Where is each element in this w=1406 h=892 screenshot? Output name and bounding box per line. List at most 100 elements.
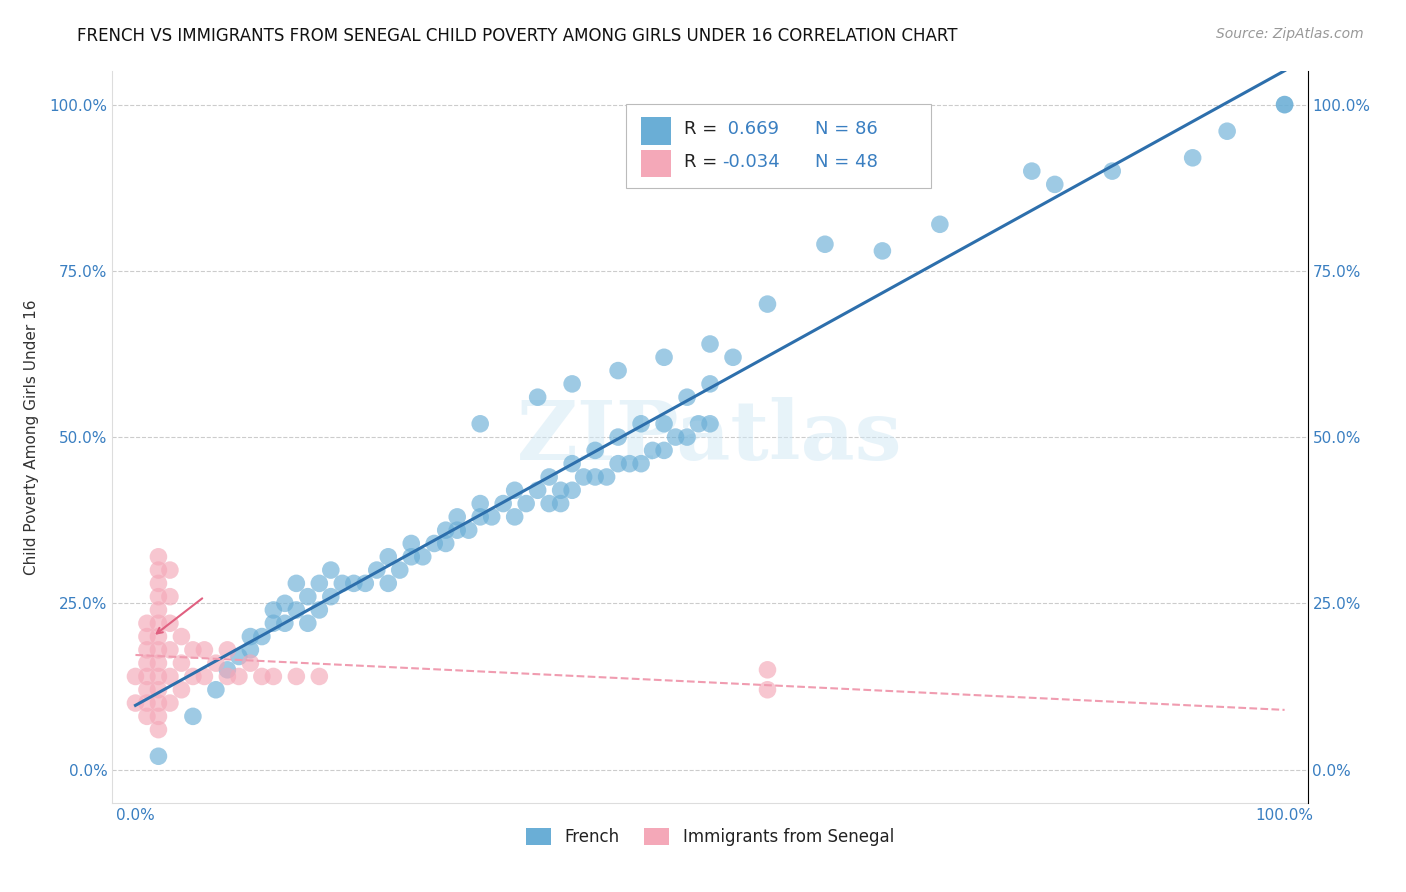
Point — [561, 457, 583, 471]
Point — [319, 563, 342, 577]
Point — [181, 643, 204, 657]
Point — [124, 669, 146, 683]
Point — [148, 563, 170, 577]
Point — [872, 244, 894, 258]
Point — [526, 390, 548, 404]
Point — [503, 483, 526, 498]
Text: N = 48: N = 48 — [815, 153, 879, 171]
Point — [250, 669, 273, 683]
Point — [193, 643, 215, 657]
Point — [756, 663, 779, 677]
Point — [572, 470, 595, 484]
Point — [814, 237, 837, 252]
Point — [159, 590, 181, 604]
Point — [538, 497, 561, 511]
Point — [492, 497, 515, 511]
Point — [561, 376, 583, 391]
Point — [308, 669, 330, 683]
Point — [401, 536, 423, 550]
Point — [274, 616, 297, 631]
Point — [676, 390, 699, 404]
Point — [217, 663, 239, 677]
Text: R =: R = — [683, 153, 723, 171]
Point — [756, 682, 779, 697]
Text: Source: ZipAtlas.com: Source: ZipAtlas.com — [1216, 27, 1364, 41]
Point — [457, 523, 479, 537]
Point — [136, 682, 159, 697]
Point — [181, 669, 204, 683]
Point — [205, 682, 228, 697]
Point — [550, 497, 572, 511]
Point — [228, 669, 250, 683]
Point — [607, 430, 630, 444]
Point — [652, 351, 675, 365]
Point — [630, 417, 652, 431]
Point — [1101, 164, 1123, 178]
Point — [285, 603, 308, 617]
Point — [619, 457, 641, 471]
Point — [607, 457, 630, 471]
Point — [434, 536, 457, 550]
Point — [136, 656, 159, 670]
Point — [481, 509, 503, 524]
Point — [377, 549, 399, 564]
Point — [285, 576, 308, 591]
Text: ZIPatlas: ZIPatlas — [517, 397, 903, 477]
Point — [1043, 178, 1066, 192]
Point — [159, 696, 181, 710]
Point — [1021, 164, 1043, 178]
Point — [699, 376, 721, 391]
Point — [721, 351, 744, 365]
Point — [297, 590, 319, 604]
Point — [159, 669, 181, 683]
Text: N = 86: N = 86 — [815, 120, 877, 138]
Point — [401, 549, 423, 564]
Legend: French, Immigrants from Senegal: French, Immigrants from Senegal — [519, 822, 901, 853]
Text: FRENCH VS IMMIGRANTS FROM SENEGAL CHILD POVERTY AMONG GIRLS UNDER 16 CORRELATION: FRENCH VS IMMIGRANTS FROM SENEGAL CHILD … — [77, 27, 957, 45]
Point — [377, 576, 399, 591]
Point — [239, 630, 262, 644]
Point — [756, 297, 779, 311]
Point — [148, 682, 170, 697]
Point — [583, 443, 606, 458]
Point — [159, 616, 181, 631]
Point — [388, 563, 411, 577]
Point — [1216, 124, 1239, 138]
Point — [205, 656, 228, 670]
Point — [136, 669, 159, 683]
Point — [595, 470, 617, 484]
Point — [319, 590, 342, 604]
Point — [412, 549, 434, 564]
Point — [928, 217, 950, 231]
Point — [526, 483, 548, 498]
Text: R =: R = — [683, 120, 723, 138]
Point — [239, 643, 262, 657]
Point — [148, 630, 170, 644]
Point — [193, 669, 215, 683]
Point — [641, 443, 664, 458]
FancyBboxPatch shape — [641, 117, 671, 145]
Point — [343, 576, 366, 591]
Point — [159, 643, 181, 657]
Point — [217, 643, 239, 657]
Point — [148, 576, 170, 591]
Point — [583, 470, 606, 484]
Point — [148, 723, 170, 737]
Point — [170, 682, 193, 697]
Text: 0.669: 0.669 — [723, 120, 779, 138]
Point — [434, 523, 457, 537]
Point — [561, 483, 583, 498]
Point — [148, 603, 170, 617]
Point — [1274, 97, 1296, 112]
Point — [308, 576, 330, 591]
Point — [515, 497, 537, 511]
Point — [181, 709, 204, 723]
Point — [148, 549, 170, 564]
Point — [366, 563, 388, 577]
Point — [699, 337, 721, 351]
Point — [148, 696, 170, 710]
Point — [170, 630, 193, 644]
Point — [136, 630, 159, 644]
Point — [470, 509, 492, 524]
Point — [136, 709, 159, 723]
